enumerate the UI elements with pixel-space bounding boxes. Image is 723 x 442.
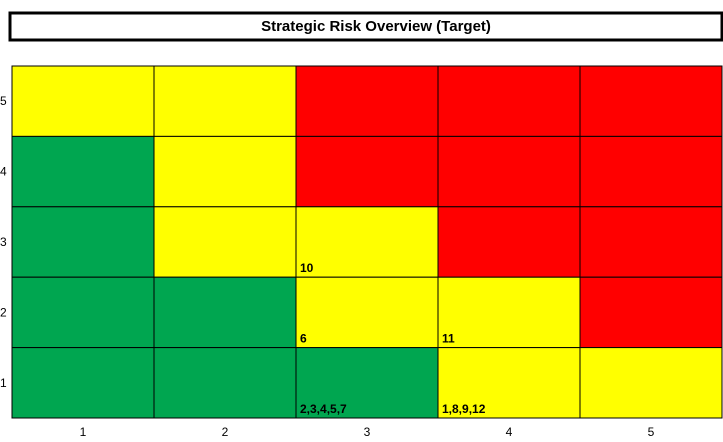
- row-label: 5: [0, 94, 7, 108]
- column-label: 3: [364, 425, 371, 439]
- column-label: 4: [506, 425, 513, 439]
- cell: [295, 206, 439, 278]
- cell-text: 11: [442, 332, 455, 346]
- cell: [437, 135, 581, 208]
- cell: [295, 347, 439, 419]
- cell: [437, 65, 581, 137]
- cell: [579, 347, 723, 419]
- cell: [153, 347, 297, 419]
- row-label: 2: [0, 305, 7, 319]
- cell: [295, 135, 439, 208]
- row-label: 3: [0, 235, 7, 249]
- title: Strategic Risk Overview (Target): [261, 18, 491, 35]
- cell: [437, 206, 581, 278]
- cell: [579, 276, 723, 349]
- cell: [11, 65, 155, 137]
- cell: [295, 65, 439, 137]
- cell-text: 2,3,4,5,7: [300, 402, 347, 416]
- cell-text: 1,8,9,12: [442, 402, 486, 416]
- cell: [153, 206, 297, 278]
- cell: [11, 135, 155, 208]
- cell: [437, 347, 581, 419]
- cell: [11, 347, 155, 419]
- cell-text: 6: [300, 332, 307, 346]
- cell: [437, 276, 581, 349]
- column-label: 1: [80, 425, 87, 439]
- cell: [153, 135, 297, 208]
- cell: [11, 276, 155, 349]
- row-label: 4: [0, 165, 7, 179]
- cell: [579, 65, 723, 137]
- cell: [579, 206, 723, 278]
- title-box: [8, 11, 723, 42]
- column-label: 5: [648, 425, 655, 439]
- row-label: 1: [0, 376, 7, 390]
- cell-text: 10: [300, 261, 314, 275]
- cell: [295, 276, 439, 349]
- column-label: 2: [222, 425, 229, 439]
- cell: [153, 276, 297, 349]
- cell: [153, 65, 297, 137]
- cell: [11, 206, 155, 278]
- cell: [579, 135, 723, 208]
